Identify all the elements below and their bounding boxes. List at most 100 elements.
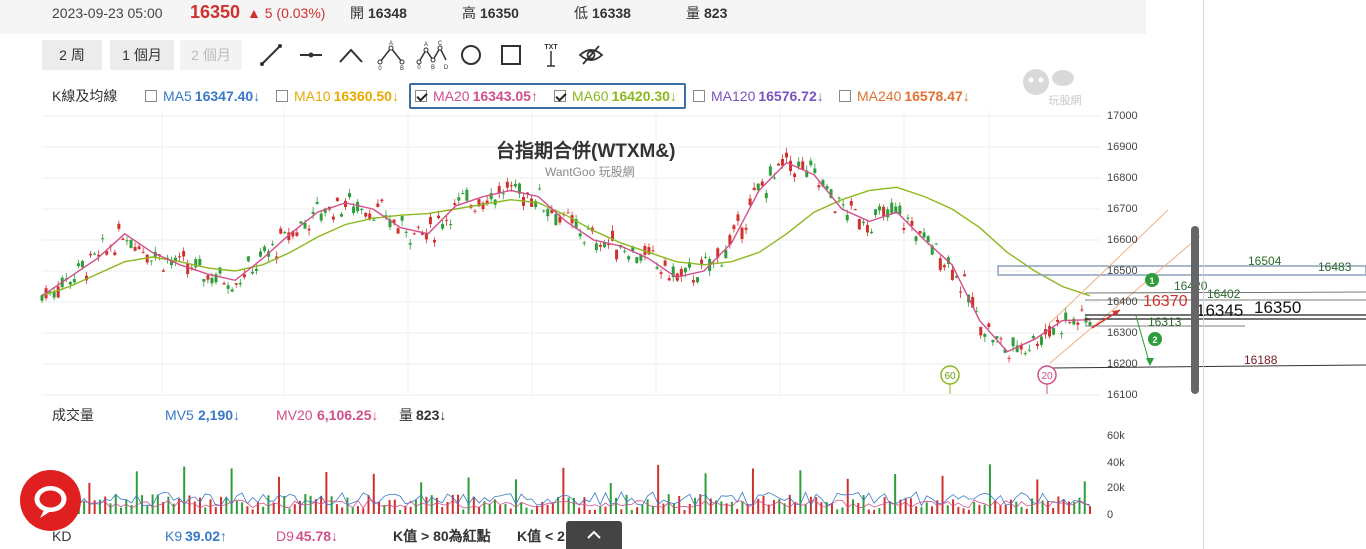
hide-drawings-icon[interactable] xyxy=(578,42,604,68)
circle-tool-icon[interactable] xyxy=(458,42,484,68)
volume-bar xyxy=(104,496,107,514)
volume-bar xyxy=(925,502,928,514)
ma240-checkbox[interactable] xyxy=(839,90,851,102)
candle-body xyxy=(364,212,368,217)
candle-body xyxy=(655,267,659,269)
ma60-checkbox[interactable] xyxy=(554,90,566,102)
volume-bar xyxy=(483,501,486,514)
chat-button[interactable] xyxy=(20,470,81,531)
candle-body xyxy=(416,226,420,228)
volume-bar xyxy=(657,464,660,514)
volume-bar xyxy=(335,504,338,514)
quote-open-label: 開 xyxy=(350,5,364,21)
volume-bar xyxy=(920,507,923,514)
candle-body xyxy=(1011,337,1015,347)
volume-bar xyxy=(1078,497,1081,514)
candle-body xyxy=(740,227,744,239)
abcd-label-a: A xyxy=(424,42,428,48)
price-chart[interactable]: 1 2 60 20 xyxy=(0,110,1366,400)
ma240-toggle[interactable]: MA240 16578.47↓ xyxy=(839,86,970,106)
vertical-scrollbar-thumb[interactable] xyxy=(1191,226,1199,394)
volume-bar xyxy=(525,507,528,514)
candle-body xyxy=(627,256,631,260)
ma10-value: 16360.50↓ xyxy=(333,88,399,104)
volume-bar xyxy=(446,501,449,514)
chart-watermark: WantGoo 玩股網 xyxy=(545,165,635,179)
green-arrowhead xyxy=(1146,358,1154,366)
ma5-toggle[interactable]: MA5 16347.40↓ xyxy=(145,86,260,106)
ma60-toggle[interactable]: MA60 16420.30↓ xyxy=(554,86,677,106)
text-tool-icon[interactable]: TXT xyxy=(538,42,564,68)
level-label-16188: 16188 xyxy=(1244,353,1278,367)
volume-bar xyxy=(988,464,991,514)
candle-body xyxy=(242,274,246,278)
candle-body xyxy=(550,209,554,213)
candle-body xyxy=(376,203,380,207)
candle-body xyxy=(546,208,550,217)
abcd-label-0: 0 xyxy=(417,65,421,70)
volume-bar xyxy=(135,471,138,514)
candle-body xyxy=(412,233,416,235)
ma120-checkbox[interactable] xyxy=(693,90,705,102)
period-2-months-button[interactable]: 2 個月 xyxy=(180,40,242,70)
ma5-checkbox[interactable] xyxy=(145,90,157,102)
candle-body xyxy=(408,243,412,245)
volume-bar xyxy=(720,501,723,514)
ma10-checkbox[interactable] xyxy=(276,90,288,102)
line-tool-icon[interactable] xyxy=(258,42,284,68)
candle-body xyxy=(424,232,428,240)
quote-volume-label: 量 xyxy=(686,5,700,21)
volume-bar xyxy=(636,507,639,514)
volume-bar xyxy=(562,467,565,514)
volume-bar xyxy=(541,501,544,514)
level-label-16313: 16313 xyxy=(1148,315,1182,329)
volume-bar xyxy=(130,505,133,514)
candle-body xyxy=(586,228,590,230)
volume-bar xyxy=(857,503,860,514)
volume-bar xyxy=(98,499,101,514)
volume-bar xyxy=(994,500,997,514)
ma120-name: MA120 xyxy=(711,88,756,104)
volume-bar xyxy=(973,502,976,514)
wave-tool-icon[interactable] xyxy=(338,42,364,68)
level-label-16345: 16345 xyxy=(1196,301,1244,320)
candle-body xyxy=(902,228,906,230)
volume-bar xyxy=(504,503,507,514)
price-tick: 16700 xyxy=(1107,203,1138,215)
candle-body xyxy=(509,185,513,187)
collapse-panel-button[interactable] xyxy=(566,521,622,549)
volume-bar xyxy=(1020,507,1023,514)
horizontal-line-tool-icon[interactable] xyxy=(298,42,324,68)
candle-body xyxy=(886,209,890,218)
volume-bar xyxy=(546,504,549,514)
volume-bar xyxy=(794,503,797,514)
candle-body xyxy=(700,259,704,264)
ma20-toggle[interactable]: MA20 16343.05↑ xyxy=(415,86,538,106)
candle-body xyxy=(311,211,315,214)
candle-body xyxy=(445,219,449,221)
volume-bar xyxy=(846,478,849,514)
ma120-toggle[interactable]: MA120 16576.72↓ xyxy=(693,86,824,106)
volume-bar xyxy=(662,503,665,514)
volume-bar xyxy=(1067,501,1070,514)
candle-body xyxy=(704,256,708,258)
volume-bar xyxy=(593,509,596,514)
ma20-checkbox[interactable] xyxy=(415,90,427,102)
candle-body xyxy=(295,232,299,236)
candle-body xyxy=(959,291,963,293)
volume-bar xyxy=(341,507,344,514)
abcd-pattern-tool-icon[interactable]: A B C D 0 xyxy=(416,40,448,70)
candle-body xyxy=(226,285,230,289)
candle-body xyxy=(441,224,445,229)
period-1-month-button[interactable]: 1 個月 xyxy=(110,40,174,70)
abc-pattern-tool-icon[interactable]: A B 0 xyxy=(376,40,406,70)
candle-body xyxy=(432,240,436,243)
volume-chart[interactable] xyxy=(0,428,1100,520)
ma10-toggle[interactable]: MA10 16360.50↓ xyxy=(276,86,399,106)
rectangle-tool-icon[interactable] xyxy=(498,42,524,68)
candle-body xyxy=(263,246,267,251)
volume-bar xyxy=(193,501,196,514)
period-2-weeks-button[interactable]: 2 周 xyxy=(42,40,102,70)
candle-body xyxy=(348,193,352,198)
volume-bar xyxy=(778,499,781,514)
